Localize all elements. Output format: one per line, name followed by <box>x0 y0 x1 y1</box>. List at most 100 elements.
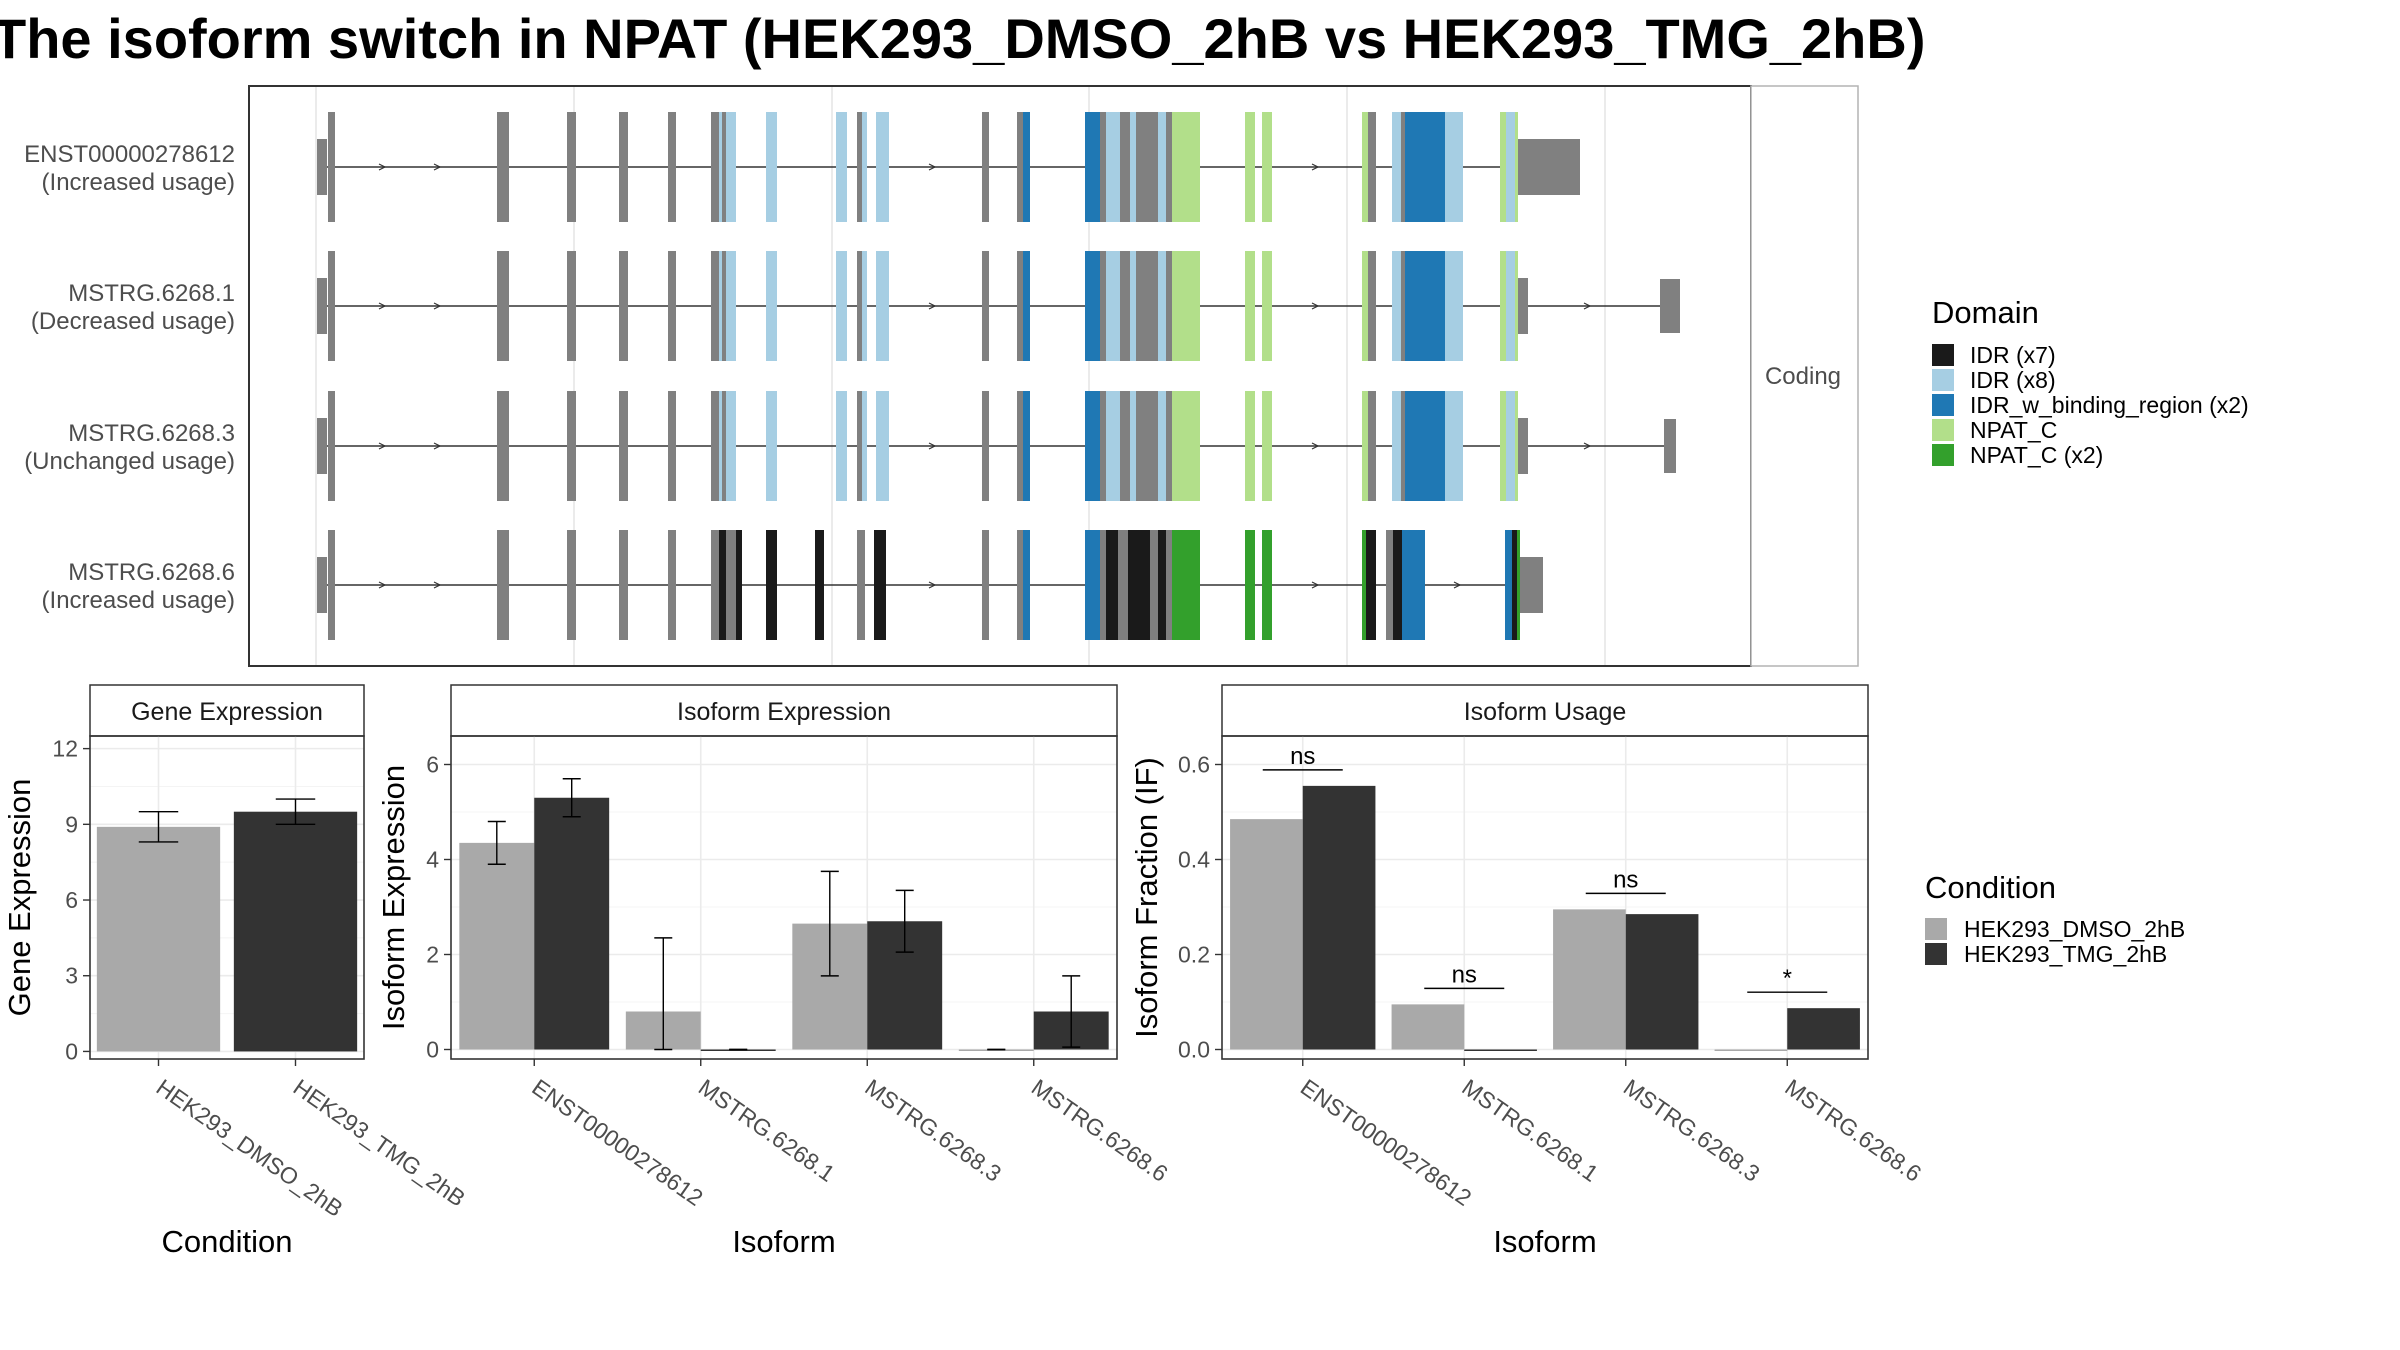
x-tick-label: MSTRG.6268.6 <box>1027 1074 1173 1187</box>
y-tick-label: 6 <box>426 752 439 778</box>
x-tick-label: MSTRG.6268.3 <box>1619 1074 1765 1187</box>
domain-block <box>719 530 726 640</box>
strand-arrow <box>1453 581 1462 589</box>
y-tick-label: 0 <box>65 1038 78 1064</box>
domain-block <box>1262 391 1272 501</box>
exon <box>1017 530 1023 640</box>
bar <box>1302 785 1376 1050</box>
domain-block <box>1085 391 1100 501</box>
domain-block <box>1245 530 1255 640</box>
x-axis-title: Condition <box>162 1224 293 1259</box>
isoform-row-MSTRG.6268.3 <box>317 391 1676 501</box>
legend-swatch <box>1925 918 1947 940</box>
exon <box>1166 251 1172 361</box>
domain-block <box>1130 112 1136 222</box>
domain-block <box>1402 530 1425 640</box>
domain-block <box>1023 530 1030 640</box>
utr-exon <box>1664 419 1676 473</box>
chart-title: The isoform switch in NPAT (HEK293_DMSO_… <box>0 7 1925 70</box>
y-tick-label: 0.2 <box>1178 942 1210 968</box>
exon <box>1401 251 1405 361</box>
isoform-structure-panel: ENST00000278612(Increased usage)MSTRG.62… <box>24 85 1859 667</box>
domain-block <box>1172 530 1200 640</box>
domain-block <box>1128 530 1136 640</box>
y-tick-label: 0.0 <box>1178 1037 1210 1063</box>
domain-block <box>1445 251 1463 361</box>
exon <box>1120 251 1130 361</box>
strand-arrow <box>1311 163 1320 171</box>
domain-block <box>766 112 777 222</box>
exon <box>317 278 327 334</box>
bar <box>1714 1049 1788 1051</box>
domain-block <box>719 112 722 222</box>
domain-block <box>766 530 777 640</box>
y-axis-title: Isoform Expression <box>376 765 411 1030</box>
domain-block <box>1362 251 1368 361</box>
exon <box>619 251 628 361</box>
legend-item: HEK293_TMG_2hB <box>1964 941 2167 967</box>
domain-block <box>1136 530 1150 640</box>
facet-strip <box>450 684 1118 737</box>
utr-exon <box>1520 557 1543 613</box>
domain-block <box>1505 530 1512 640</box>
strand-arrow <box>433 302 442 310</box>
domain-block <box>874 530 886 640</box>
domain-block <box>1515 112 1518 222</box>
domain-block <box>1515 391 1518 501</box>
domain-block <box>1517 530 1520 640</box>
domain-block <box>1106 112 1120 222</box>
exon <box>317 418 327 474</box>
exon <box>668 251 676 361</box>
x-tick-label: MSTRG.6268.6 <box>1780 1074 1926 1187</box>
isoform-label: MSTRG.6268.6 <box>68 559 235 586</box>
domain-block <box>1362 391 1368 501</box>
exon <box>567 112 576 222</box>
exon <box>668 391 676 501</box>
exon <box>857 251 862 361</box>
strand-arrow <box>1311 302 1320 310</box>
bar <box>958 1049 1034 1051</box>
isoform-expression-chart: Isoform Expression0246ENST00000278612MST… <box>376 684 1173 1259</box>
exon <box>567 391 576 501</box>
exon <box>497 251 509 361</box>
domain-block <box>1158 112 1166 222</box>
strand-arrow <box>378 581 387 589</box>
domain-block <box>836 391 847 501</box>
isoform-usage-label: (Increased usage) <box>42 169 235 196</box>
y-tick-label: 0.6 <box>1178 752 1210 778</box>
domain-block <box>1405 112 1445 222</box>
x-tick-label: MSTRG.6268.1 <box>694 1074 840 1187</box>
exon <box>1136 112 1158 222</box>
bar <box>1391 1004 1465 1050</box>
exon <box>711 112 719 222</box>
facet-strip <box>1221 684 1869 737</box>
legend-swatch <box>1932 419 1954 441</box>
domain-block <box>1392 391 1401 501</box>
strand-arrow <box>1311 581 1320 589</box>
domain-block <box>1172 391 1200 501</box>
exon <box>1118 530 1128 640</box>
exon <box>1017 251 1023 361</box>
y-tick-label: 3 <box>65 963 78 989</box>
exon <box>1100 251 1106 361</box>
exon <box>567 530 576 640</box>
bar <box>1787 1008 1860 1050</box>
isoform-label: MSTRG.6268.3 <box>68 420 235 447</box>
domain-block <box>1500 112 1506 222</box>
strand-arrow <box>928 581 937 589</box>
isoform-row-MSTRG.6268.1 <box>317 251 1680 361</box>
strand-arrow <box>1583 302 1592 310</box>
exon <box>328 391 335 501</box>
domain-block <box>1392 251 1401 361</box>
exon <box>328 251 335 361</box>
isoform-usage-label: (Decreased usage) <box>31 308 235 335</box>
domain-block <box>1512 530 1517 640</box>
exon <box>1150 530 1158 640</box>
exon <box>722 112 726 222</box>
domain-block <box>1506 391 1515 501</box>
domain-block <box>1106 391 1120 501</box>
isoform-usage-chart: Isoform Usage ns ns ns * 0.0 0.2 0.4 0.6 ENST0000… <box>1129 684 1926 1259</box>
exon <box>1017 391 1023 501</box>
strand-arrow <box>378 442 387 450</box>
